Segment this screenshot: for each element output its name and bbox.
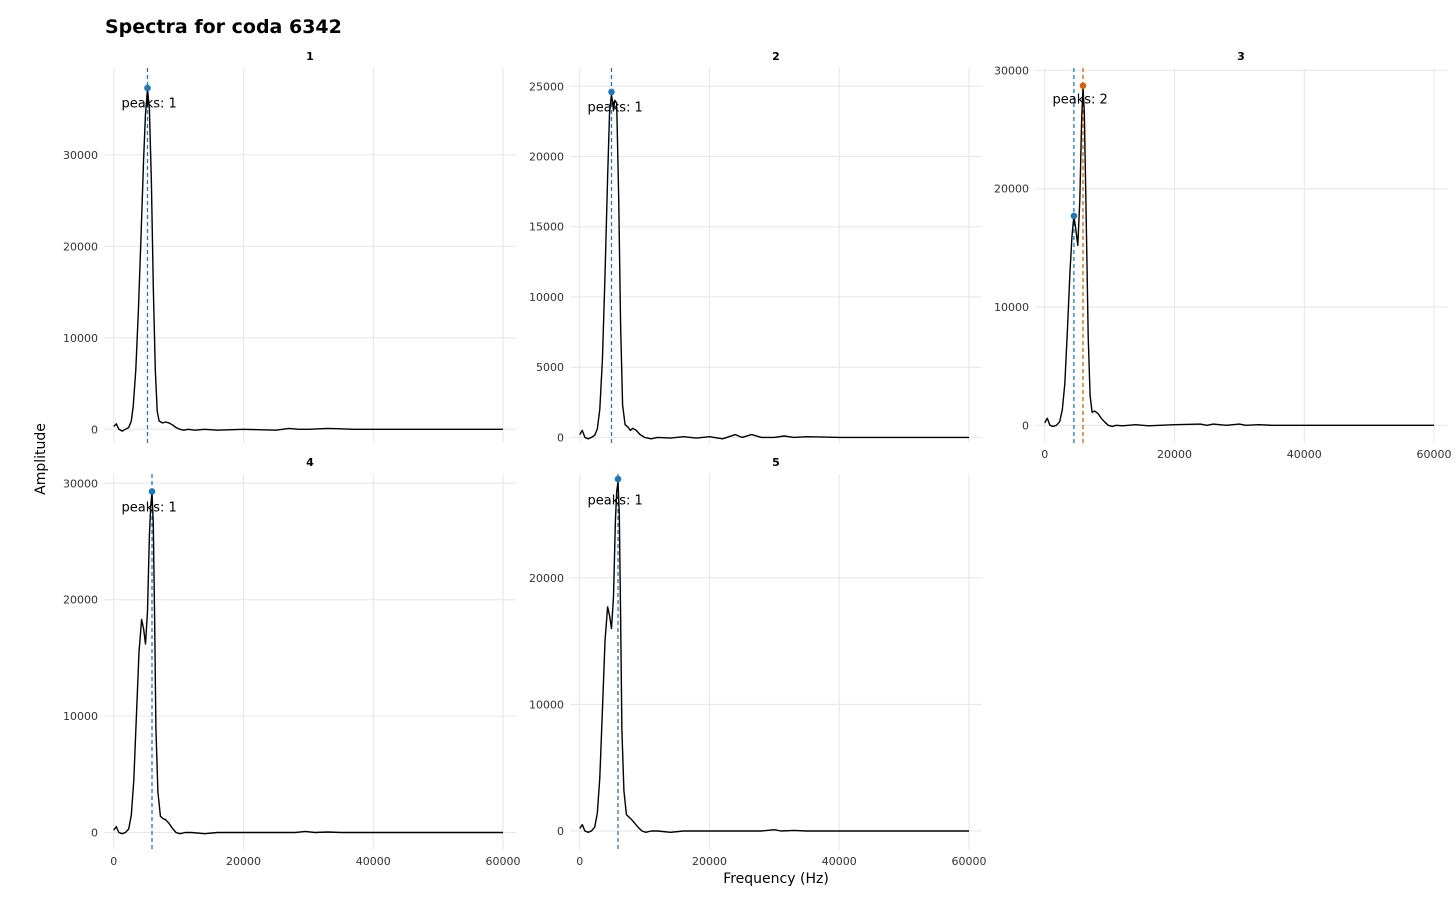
y-tick-label: 20000 — [529, 572, 564, 585]
y-tick-label: 20000 — [529, 151, 564, 164]
y-tick-label: 0 — [557, 825, 564, 838]
x-tick-label: 60000 — [486, 855, 521, 868]
x-axis-title: Frequency (Hz) — [723, 871, 829, 887]
spectrum-line — [579, 480, 969, 833]
x-tick-label: 20000 — [1157, 448, 1192, 461]
panel-strip-label: 4 — [306, 456, 314, 469]
y-tick-label: 10000 — [994, 301, 1029, 314]
y-tick-label: 25000 — [529, 80, 564, 93]
y-tick-label: 0 — [557, 431, 564, 444]
x-tick-label: 0 — [110, 855, 117, 868]
x-tick-label: 40000 — [356, 855, 391, 868]
y-tick-label: 0 — [91, 827, 98, 840]
peaks-annotation: peaks: 1 — [122, 96, 177, 111]
y-tick-label: 30000 — [994, 64, 1029, 77]
x-tick-label: 40000 — [822, 855, 857, 868]
y-tick-label: 20000 — [63, 594, 98, 607]
panel-5: 0 10000 20000 0 20000 40000 60000 5 peaks: 1 — [529, 456, 987, 868]
x-tick-label: 0 — [576, 855, 583, 868]
y-tick-label: 15000 — [529, 221, 564, 234]
panel-strip-label: 1 — [306, 50, 314, 63]
panel-2: 0 5000 10000 15000 20000 25000 2 peaks: 1 — [529, 50, 982, 444]
spectrum-line — [579, 94, 969, 440]
panel-strip-label: 2 — [772, 50, 780, 63]
chart-title: Spectra for coda 6342 — [105, 16, 342, 38]
peak-point — [144, 84, 151, 92]
panel-strip-label: 5 — [772, 456, 780, 469]
panel-4: 0 10000 20000 30000 0 20000 40000 60000 4 peaks: … — [63, 456, 521, 868]
y-tick-label: 10000 — [63, 332, 98, 345]
spectrum-line — [113, 88, 503, 432]
peaks-annotation: peaks: 1 — [588, 493, 643, 508]
peak-point — [1070, 212, 1078, 220]
peak-point — [614, 475, 622, 483]
x-tick-label: 60000 — [1417, 448, 1452, 461]
x-tick-label: 60000 — [952, 855, 987, 868]
panel-strip-label: 3 — [1237, 50, 1245, 63]
y-tick-label: 30000 — [63, 477, 98, 490]
y-tick-label: 20000 — [63, 240, 98, 253]
panel-1: 0 10000 20000 30000 1 peaks: 1 — [63, 50, 516, 443]
y-tick-label: 5000 — [536, 361, 564, 374]
y-tick-label: 10000 — [529, 698, 564, 711]
peaks-annotation: peaks: 1 — [122, 500, 177, 515]
y-tick-label: 0 — [91, 423, 98, 436]
panel-3: 0 10000 20000 30000 0 20000 40000 60000 3 peaks: … — [994, 50, 1452, 461]
x-tick-label: 40000 — [1287, 448, 1322, 461]
y-axis-title: Amplitude — [33, 423, 49, 495]
y-tick-label: 30000 — [63, 149, 98, 162]
x-tick-label: 20000 — [692, 855, 727, 868]
spectrum-line — [113, 491, 503, 835]
peak-point — [1079, 82, 1087, 89]
peak-point — [608, 88, 615, 96]
x-tick-label: 20000 — [226, 855, 261, 868]
y-tick-label: 20000 — [994, 183, 1029, 196]
peak-point — [148, 488, 156, 495]
y-tick-label: 0 — [1022, 419, 1029, 432]
spectrum-line — [1044, 87, 1434, 428]
y-tick-label: 10000 — [63, 710, 98, 723]
x-tick-label: 0 — [1041, 448, 1048, 461]
y-tick-label: 10000 — [529, 291, 564, 304]
peaks-annotation: peaks: 2 — [1053, 93, 1108, 108]
peaks-annotation: peaks: 1 — [588, 101, 643, 116]
